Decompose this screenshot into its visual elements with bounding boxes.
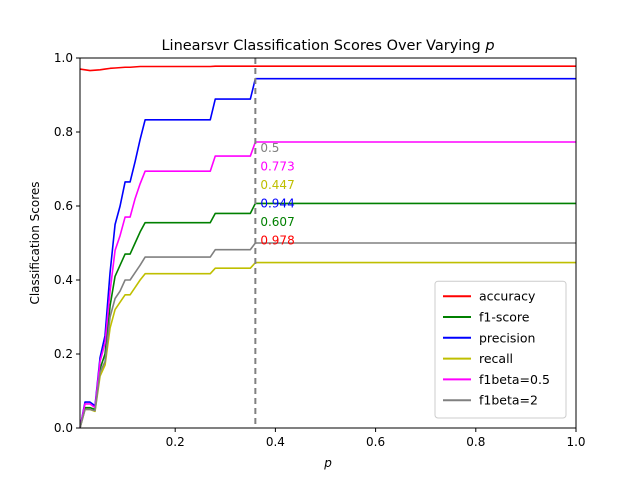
value-annotation: 0.978 [260,233,294,247]
legend: accuracy f1-score precision recall f1beta=0.… [434,280,567,419]
x-axis-label: p [323,456,332,470]
series-line-f1-score [79,202,576,429]
value-annotation: 0.5 [260,141,279,155]
x-axis: 0.2 0.4 0.6 0.8 1.0 [166,428,586,449]
value-annotation: 0.447 [260,178,294,192]
series-line-accuracy [79,65,576,72]
y-tick-label: 0.2 [54,347,73,361]
series-line-f1beta-2 [79,242,576,429]
value-annotation: 0.773 [260,159,294,173]
x-tick-label: 0.6 [366,435,385,449]
legend-label: f1-score [479,310,530,325]
y-tick-label: 0.8 [54,125,73,139]
x-tick-label: 0.8 [466,435,485,449]
chart-title-main: Linearsvr Classification Scores Over Var… [161,38,485,54]
y-axis: 0.0 0.2 0.4 0.6 0.8 1.0 [54,51,80,435]
chart-title: Linearsvr Classification Scores Over Var… [161,38,494,54]
x-tick-label: 1.0 [566,435,585,449]
series-line-f1beta-0-5 [79,141,576,429]
legend-label: precision [479,330,535,345]
x-tick-label: 0.2 [166,435,185,449]
legend-label: recall [479,351,513,366]
value-annotation: 0.944 [260,196,294,210]
chart-title-variable: p [484,38,494,54]
y-axis-label: Classification Scores [28,181,42,304]
y-tick-label: 0.4 [54,273,73,287]
series-line-recall [79,261,576,429]
legend-label: f1beta=2 [479,393,538,408]
y-tick-label: 1.0 [54,51,73,65]
legend-label: accuracy [479,289,536,304]
y-tick-label: 0.0 [54,421,73,435]
plot-frame [79,57,577,429]
value-annotations: 0.5 0.773 0.447 0.944 0.607 0.978 [260,141,294,248]
plot-lines [79,65,576,429]
value-annotation: 0.607 [260,215,294,229]
y-tick-label: 0.6 [54,199,73,213]
series-line-precision [79,77,576,429]
legend-box [434,280,567,419]
x-tick-label: 0.4 [266,435,285,449]
legend-label: f1beta=0.5 [479,372,550,387]
